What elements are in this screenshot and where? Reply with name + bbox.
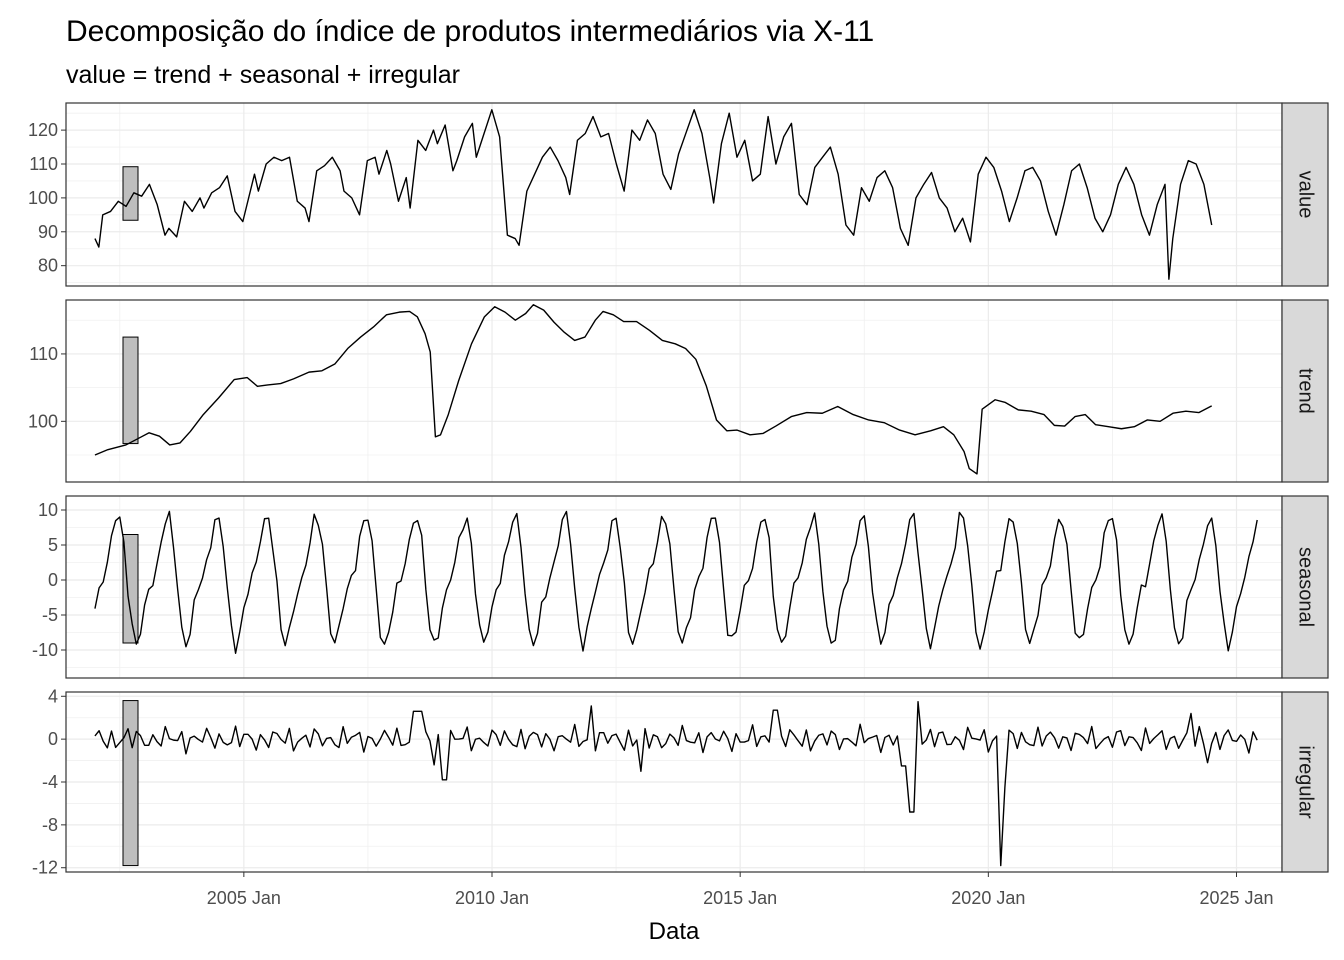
y-tick-label: 10 bbox=[38, 500, 58, 520]
chart-title: Decomposição do índice de produtos inter… bbox=[66, 15, 874, 48]
facet-strip-label: irregular bbox=[1295, 745, 1317, 819]
y-tick-label: -4 bbox=[42, 772, 58, 792]
x-tick-label: 2020 Jan bbox=[951, 888, 1025, 908]
y-tick-label: 100 bbox=[28, 188, 58, 208]
y-tick-label: -12 bbox=[32, 858, 58, 878]
scale-bar bbox=[122, 534, 139, 644]
y-tick-label: -8 bbox=[42, 815, 58, 835]
y-tick-label: -10 bbox=[32, 640, 58, 660]
x-tick-label: 2010 Jan bbox=[455, 888, 529, 908]
y-tick-label: 100 bbox=[28, 411, 58, 431]
y-tick-label: 5 bbox=[48, 535, 58, 555]
y-tick-label: 110 bbox=[29, 154, 58, 174]
series-line-seasonal bbox=[94, 510, 1258, 654]
y-tick-label: 4 bbox=[48, 686, 58, 706]
y-tick-label: 0 bbox=[48, 570, 58, 590]
y-tick-label: 80 bbox=[38, 256, 58, 276]
y-tick-label: -5 bbox=[42, 605, 58, 625]
scale-bar bbox=[122, 700, 139, 867]
x-axis-label: Data bbox=[649, 918, 700, 945]
facet-strip bbox=[1281, 691, 1329, 873]
facet-panel-seasonal: -10 -5 0 5 10 seasonal bbox=[32, 495, 1329, 679]
y-tick-label: 0 bbox=[48, 729, 58, 749]
panel-background bbox=[66, 300, 1282, 482]
series-line-trend bbox=[94, 304, 1213, 475]
series-line-irregular bbox=[94, 700, 1258, 867]
series-line-value bbox=[94, 109, 1213, 280]
panel-background bbox=[66, 103, 1282, 286]
facet-strip-label: value bbox=[1295, 171, 1317, 219]
x-tick-label: 2015 Jan bbox=[703, 888, 777, 908]
scale-bar bbox=[122, 166, 139, 221]
facet-strip bbox=[1281, 495, 1329, 679]
facet-panels: 80 90 100 110 120 value 100 110 trend -10 -5 0 5 10 se… bbox=[28, 102, 1329, 878]
facet-strip-label: trend bbox=[1295, 368, 1317, 414]
x-tick-label: 2025 Jan bbox=[1199, 888, 1273, 908]
y-tick-label: 90 bbox=[38, 222, 58, 242]
facet-panel-value: 80 90 100 110 120 value bbox=[28, 102, 1329, 287]
facet-panel-trend: 100 110 trend bbox=[28, 299, 1329, 483]
chart-subtitle: value = trend + seasonal + irregular bbox=[66, 61, 460, 89]
y-tick-label: 110 bbox=[29, 344, 58, 364]
facet-strip bbox=[1281, 299, 1329, 483]
facet-panel-irregular: -12 -8 -4 0 4 irregular bbox=[32, 686, 1329, 878]
facet-strip-label: seasonal bbox=[1295, 547, 1317, 627]
y-tick-label: 120 bbox=[28, 120, 58, 140]
facet-strip bbox=[1281, 102, 1329, 287]
scale-bar bbox=[122, 336, 139, 445]
x-tick-label: 2005 Jan bbox=[207, 888, 281, 908]
x-axis: 2005 Jan 2010 Jan 2015 Jan 2020 Jan 2025 Jan bbox=[207, 872, 1274, 908]
